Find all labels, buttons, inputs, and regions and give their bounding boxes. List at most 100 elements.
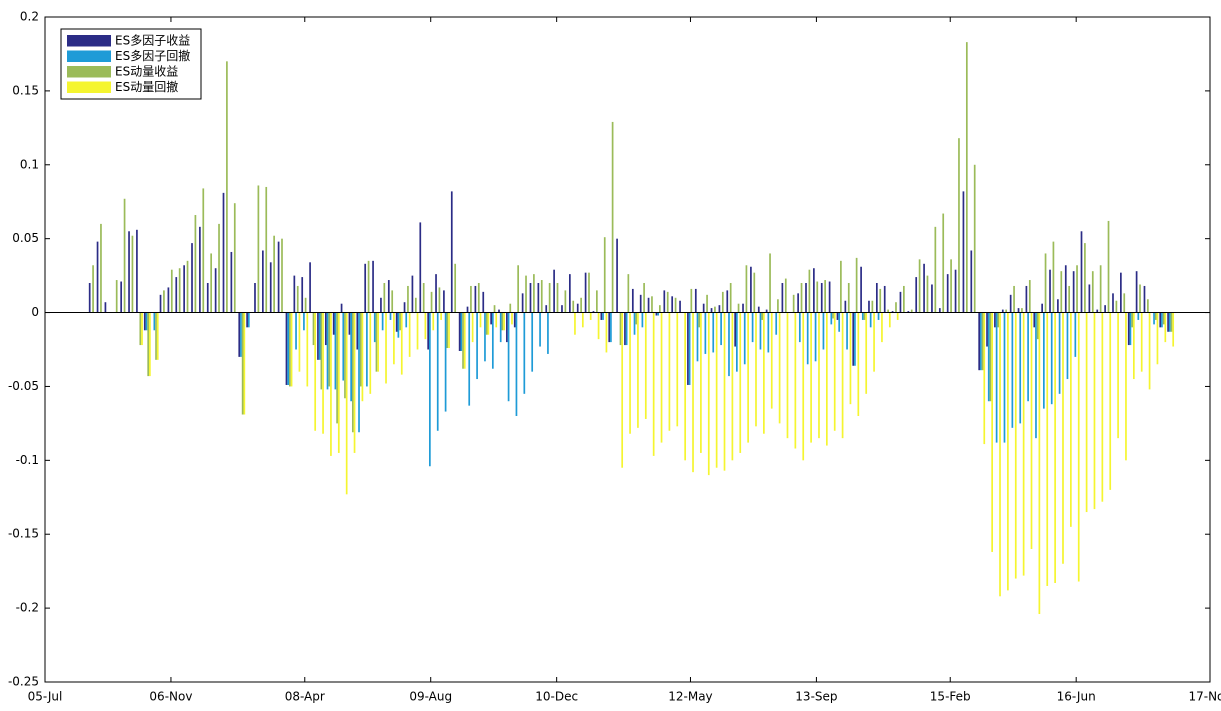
bar bbox=[202, 188, 205, 313]
bar bbox=[865, 312, 868, 394]
bar bbox=[942, 213, 945, 313]
bar bbox=[145, 312, 148, 331]
bar bbox=[718, 305, 721, 313]
legend-swatch bbox=[67, 66, 111, 78]
x-tick-label: 08-Apr bbox=[285, 690, 325, 704]
bar bbox=[629, 312, 631, 434]
legend-label: ES多因子收益 bbox=[115, 33, 190, 47]
bar bbox=[427, 312, 430, 350]
bar bbox=[907, 311, 910, 313]
bar bbox=[1050, 312, 1053, 405]
bar bbox=[246, 312, 248, 328]
bar bbox=[450, 191, 453, 313]
bar bbox=[553, 269, 555, 313]
bar bbox=[574, 312, 576, 335]
bar bbox=[690, 288, 693, 313]
bar bbox=[1062, 312, 1064, 564]
bar bbox=[721, 291, 724, 313]
bar bbox=[395, 312, 398, 332]
bar bbox=[295, 312, 297, 350]
bar bbox=[873, 312, 875, 372]
x-tick-label: 06-Nov bbox=[149, 690, 192, 704]
bar bbox=[506, 312, 508, 343]
bar bbox=[312, 312, 315, 346]
bar bbox=[610, 312, 612, 343]
bar bbox=[1143, 285, 1146, 313]
y-tick-label: -0.1 bbox=[16, 453, 39, 467]
bar bbox=[770, 312, 773, 409]
bar bbox=[485, 312, 488, 335]
bar bbox=[938, 308, 941, 313]
bar bbox=[1120, 272, 1122, 313]
y-tick-label: -0.05 bbox=[8, 379, 39, 393]
bar bbox=[167, 287, 170, 313]
y-tick-label: 0.05 bbox=[12, 231, 39, 245]
bar bbox=[1074, 312, 1077, 357]
bar bbox=[1096, 309, 1099, 313]
bar bbox=[828, 281, 831, 313]
bar bbox=[141, 312, 143, 346]
bar bbox=[183, 265, 185, 313]
bar bbox=[808, 269, 811, 313]
legend-swatch bbox=[67, 35, 111, 47]
bar bbox=[1161, 312, 1163, 328]
legend-label: ES动量收益 bbox=[115, 64, 178, 78]
legend-swatch bbox=[67, 81, 111, 93]
bar bbox=[436, 312, 439, 431]
bar bbox=[334, 312, 337, 390]
bar bbox=[934, 226, 937, 313]
bar bbox=[501, 312, 504, 331]
bar bbox=[1068, 285, 1071, 313]
bar bbox=[153, 312, 156, 331]
bar bbox=[891, 311, 894, 313]
bar bbox=[1168, 312, 1171, 332]
bar bbox=[602, 312, 604, 320]
bar bbox=[468, 312, 471, 406]
bar bbox=[545, 305, 548, 313]
x-tick-label: 05-Jul bbox=[28, 690, 63, 704]
bar bbox=[857, 312, 860, 416]
y-tick-label: 0.15 bbox=[12, 83, 39, 97]
bar bbox=[786, 312, 789, 439]
bar bbox=[981, 312, 984, 371]
bar bbox=[359, 312, 362, 387]
bar bbox=[454, 263, 457, 313]
bar bbox=[356, 312, 359, 350]
bar bbox=[369, 312, 372, 394]
legend-label: ES多因子回撤 bbox=[115, 48, 190, 63]
bar bbox=[324, 312, 327, 346]
bar bbox=[290, 312, 293, 387]
bar bbox=[375, 312, 378, 372]
bar bbox=[1041, 303, 1043, 313]
bar bbox=[309, 262, 311, 313]
bar bbox=[923, 263, 925, 313]
bar bbox=[498, 309, 500, 313]
bar bbox=[625, 312, 628, 346]
bar bbox=[861, 312, 864, 320]
bar bbox=[679, 300, 681, 313]
x-tick-label: 17-Nov bbox=[1188, 690, 1221, 704]
bar bbox=[805, 283, 807, 313]
bar bbox=[1132, 312, 1135, 380]
bar bbox=[411, 275, 414, 313]
bar bbox=[973, 164, 976, 313]
bar bbox=[710, 308, 713, 313]
bar bbox=[471, 312, 474, 343]
bar bbox=[476, 312, 478, 380]
bar bbox=[986, 312, 988, 347]
bar bbox=[462, 312, 464, 369]
bar bbox=[743, 312, 746, 365]
bar bbox=[580, 297, 582, 313]
bar bbox=[838, 312, 841, 332]
bar bbox=[463, 312, 466, 369]
bar bbox=[1104, 305, 1106, 313]
bar bbox=[1076, 265, 1078, 313]
bar bbox=[833, 312, 836, 431]
bar bbox=[671, 296, 674, 313]
bar bbox=[345, 312, 348, 495]
bar bbox=[507, 312, 510, 402]
bar bbox=[330, 312, 332, 456]
bar bbox=[767, 312, 770, 353]
bar bbox=[970, 250, 973, 313]
